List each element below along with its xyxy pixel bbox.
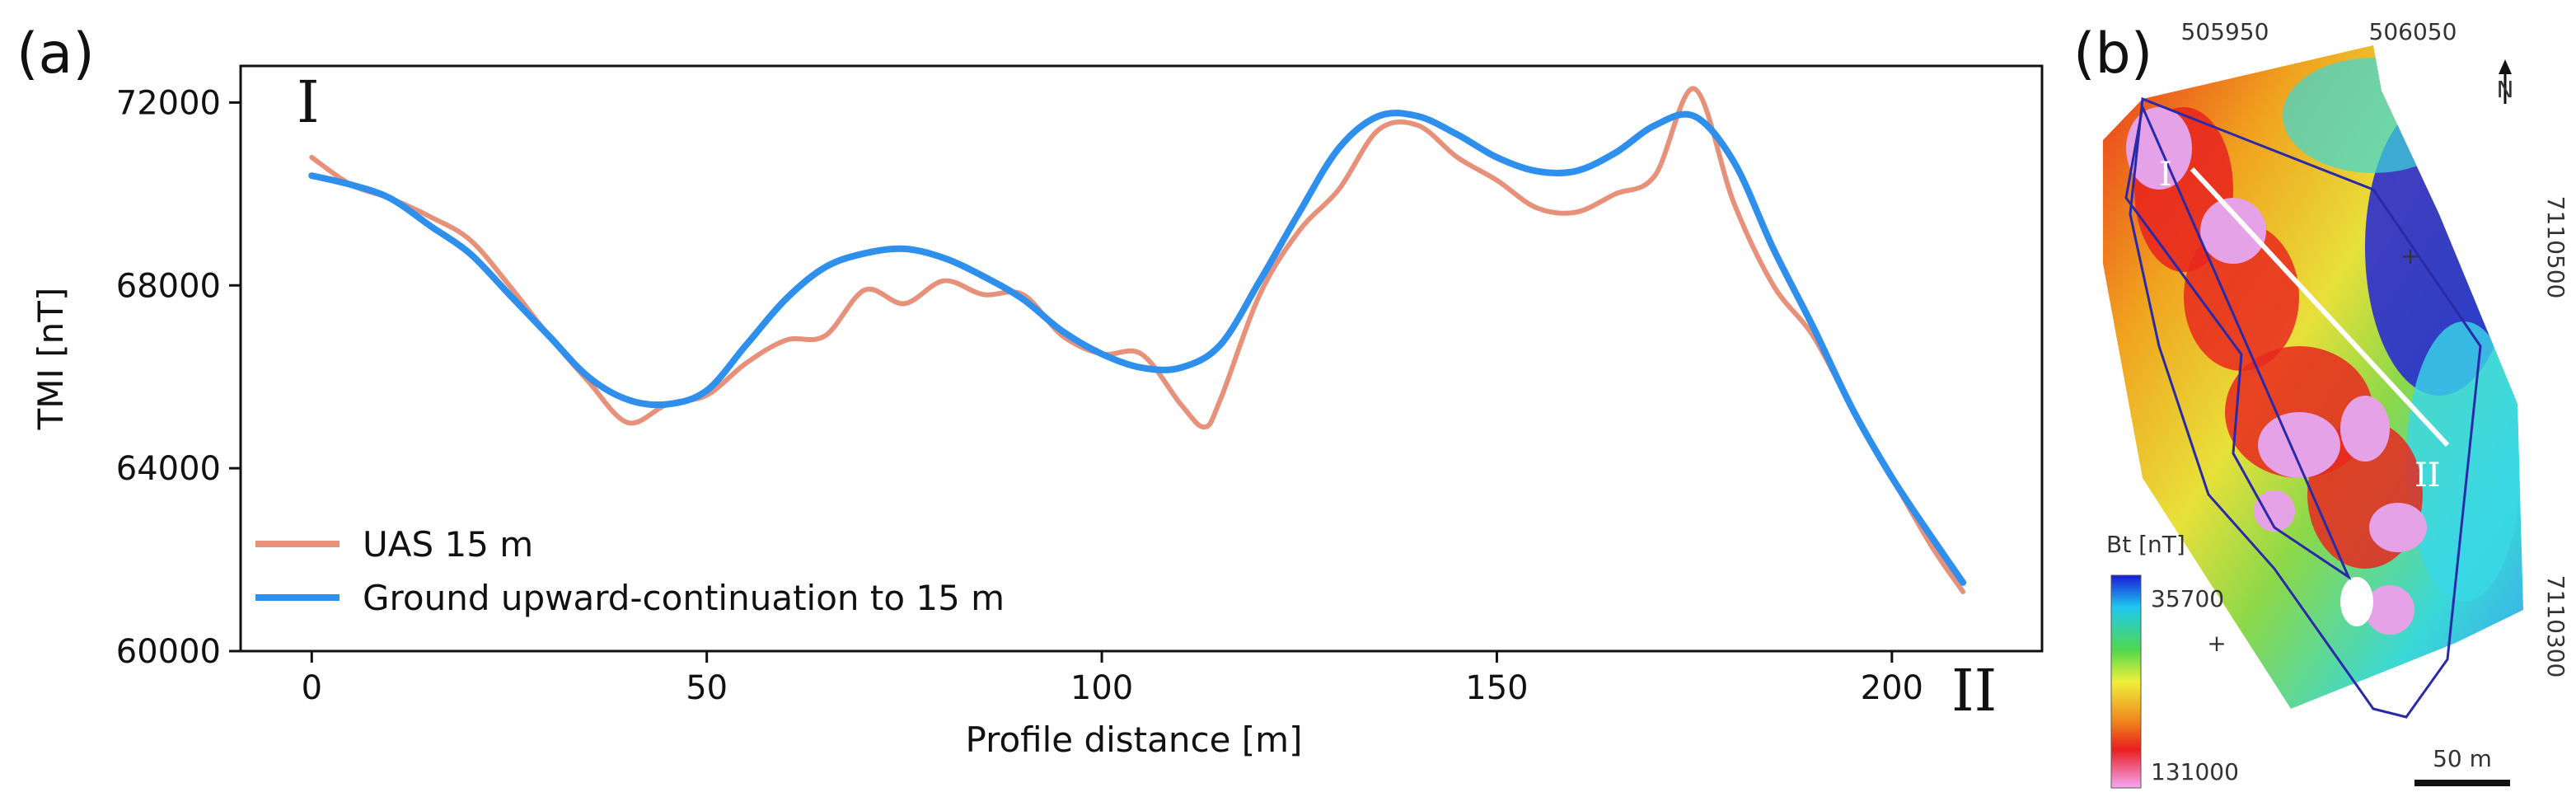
profile-line xyxy=(2190,166,2450,448)
series-line-ground-upward-continuation-line xyxy=(308,110,1967,586)
x-tick-label: 50 xyxy=(686,669,728,707)
map-profile-end: II xyxy=(2414,457,2441,495)
scale-bar-label: 50 m xyxy=(2433,745,2492,772)
y-tick-label: 68000 xyxy=(116,267,221,305)
grid-cross-1: + xyxy=(2207,630,2226,657)
x-axis: 0 50 100 150 200 xyxy=(302,651,1923,707)
tmi-profile-chart: 60000 64000 68000 72000 0 50 100 150 200 TMI [n… xyxy=(30,64,2044,760)
y-axis-title: TMI [nT] xyxy=(30,288,71,431)
x-tick-label: 200 xyxy=(1861,669,1923,707)
survey-outline xyxy=(2129,96,2482,719)
map-profile-start: I xyxy=(2159,156,2172,194)
north-arrow-label: N xyxy=(2497,76,2514,103)
x-axis-title: Profile distance [m] xyxy=(966,720,1303,760)
colorbar-top-label: 35700 xyxy=(2151,585,2224,612)
magnetic-map: 505950 506050 7110500 7110300 I II xyxy=(2103,18,2569,789)
panel-label-a: (a) xyxy=(16,21,95,87)
north-arrow-icon: N xyxy=(2497,59,2514,104)
profile-start-label: I xyxy=(297,68,320,136)
grid-cross-2: + xyxy=(2400,242,2419,270)
colorbar xyxy=(2110,574,2142,789)
colorbar-title: Bt [nT] xyxy=(2106,531,2185,558)
x-tick-label: 100 xyxy=(1070,669,1133,707)
map-raster xyxy=(2103,45,2523,709)
y-tick-label: 60000 xyxy=(116,633,221,671)
legend-label-ground: Ground upward-continuation to 15 m xyxy=(363,578,1005,618)
colorbar-bottom-label: 131000 xyxy=(2151,758,2239,785)
profile-end-label: II xyxy=(1951,657,1997,724)
y-axis: 60000 64000 68000 72000 xyxy=(116,84,241,671)
series-layer xyxy=(308,86,1967,594)
easting-label-2: 506050 xyxy=(2369,18,2457,45)
plot-frame xyxy=(239,64,2044,653)
northing-label-1: 7110500 xyxy=(2542,196,2569,299)
northing-label-2: 7110300 xyxy=(2542,575,2569,678)
y-tick-label: 64000 xyxy=(116,450,221,488)
survey-outline-inner xyxy=(2124,102,2352,581)
scale-bar xyxy=(2414,780,2510,786)
x-tick-label: 0 xyxy=(302,669,322,707)
series-line-uas-15m-line xyxy=(309,86,1966,594)
y-tick-label: 72000 xyxy=(116,84,221,122)
legend: UAS 15 m Ground upward-continuation to 1… xyxy=(255,524,1005,618)
x-tick-label: 150 xyxy=(1465,669,1528,707)
easting-label-1: 505950 xyxy=(2181,18,2269,45)
legend-label-uas: UAS 15 m xyxy=(363,524,533,565)
panel-label-b: (b) xyxy=(2073,21,2152,87)
